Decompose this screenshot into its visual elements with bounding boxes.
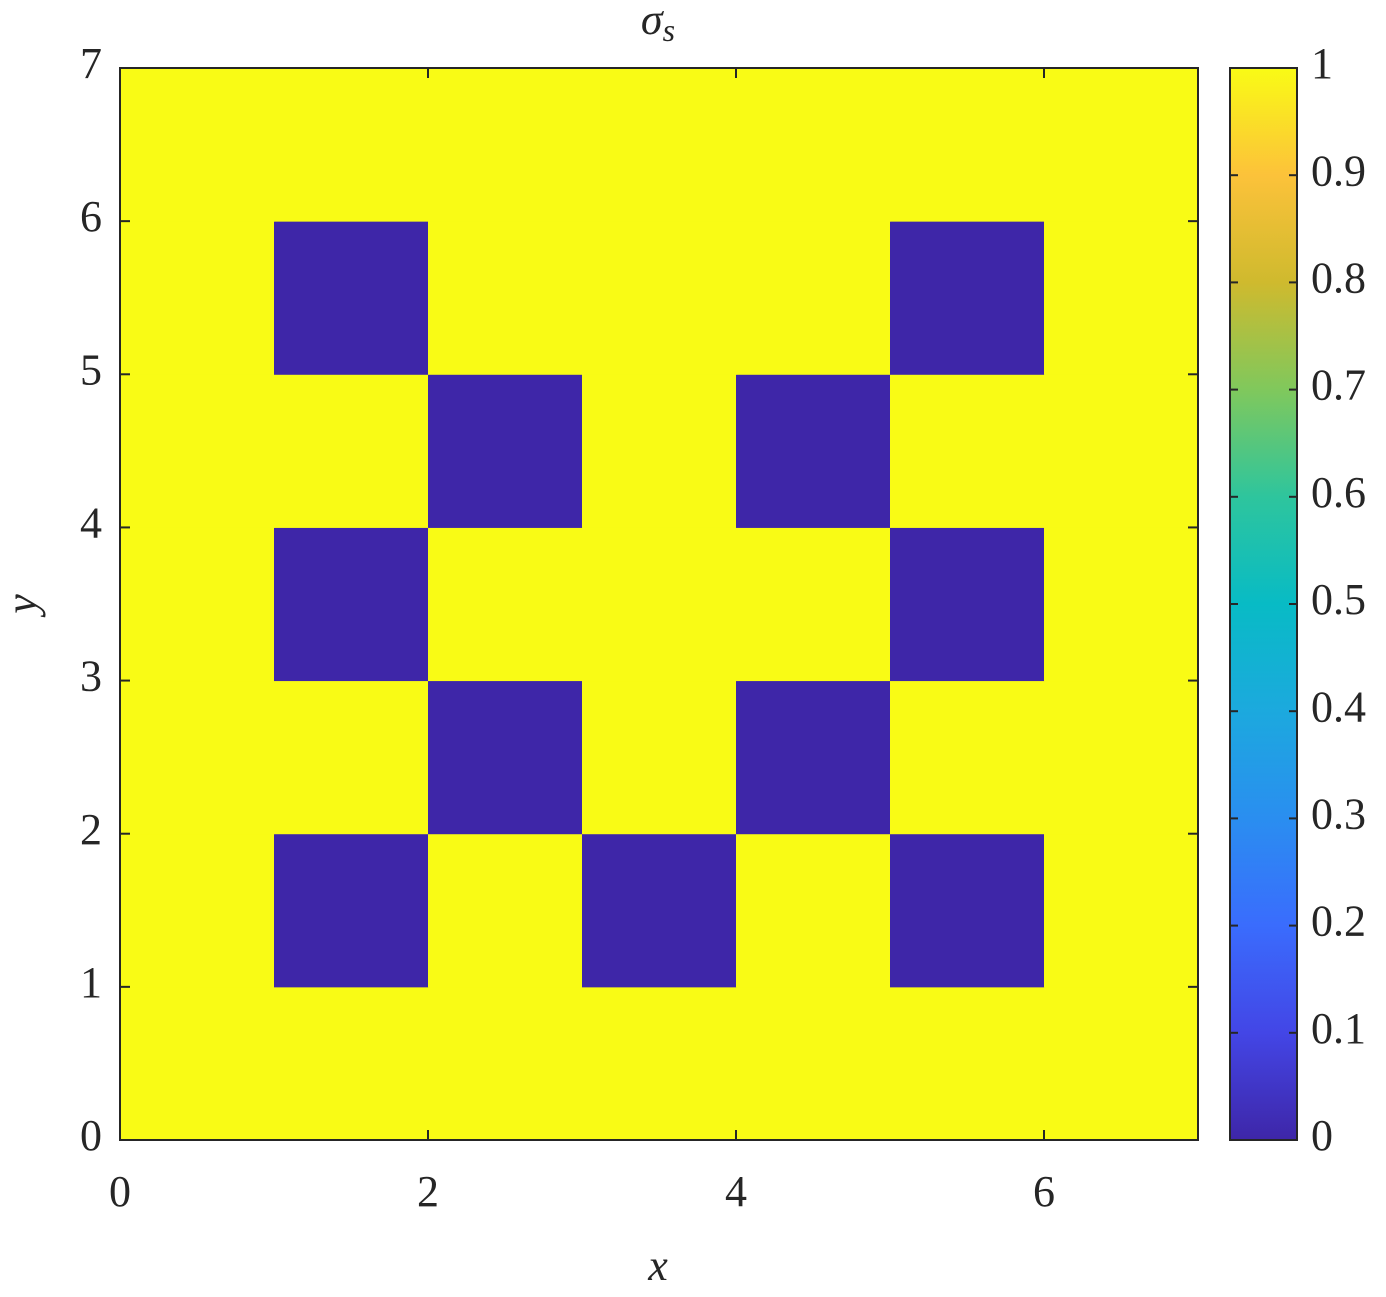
heatmap-cell <box>428 986 583 1141</box>
x-tick-label: 2 <box>417 1167 439 1216</box>
heatmap-cell <box>890 680 1045 835</box>
heatmap-cell <box>736 986 891 1141</box>
colorbar-tick-label: 0.7 <box>1311 361 1366 410</box>
plot-frame <box>119 67 1199 1141</box>
heatmap-cell <box>736 527 891 682</box>
title-symbol: σ <box>641 0 665 44</box>
heatmap-cell <box>274 986 429 1141</box>
heatmap-cell <box>890 68 1045 222</box>
heatmap-cell <box>120 68 275 222</box>
heatmap-cell <box>120 680 275 835</box>
heatmap-cell <box>274 527 429 682</box>
y-axis-label: y <box>0 594 46 618</box>
heatmap-cell <box>120 221 275 375</box>
heatmap-cell <box>736 680 891 835</box>
heatmap-cell <box>1044 527 1199 682</box>
colorbar-tick-label: 0.4 <box>1311 682 1366 731</box>
heatmap-cell <box>736 833 891 988</box>
chart-title: σs <box>641 0 675 48</box>
title-subscript: s <box>663 12 675 48</box>
heatmap-cell <box>890 986 1045 1141</box>
heatmap-cell <box>274 221 429 375</box>
heatmap-cell <box>582 527 737 682</box>
heatmap-cell <box>428 680 583 835</box>
heatmap-cell <box>1044 221 1199 375</box>
heatmap-cell <box>120 374 275 528</box>
colorbar-tick-label: 1 <box>1311 39 1333 88</box>
heatmap-cell <box>1044 68 1199 222</box>
colorbar-tick-label: 0.5 <box>1311 575 1366 624</box>
x-axis-label: x <box>647 1241 668 1290</box>
heatmap-cell <box>736 221 891 375</box>
heatmap-cell <box>428 221 583 375</box>
heatmap-cell <box>274 680 429 835</box>
colorbar-tick-label: 0 <box>1311 1111 1333 1160</box>
heatmap-cell <box>120 986 275 1141</box>
colorbar-tick-label: 0.8 <box>1311 253 1366 302</box>
heatmap-cell <box>582 680 737 835</box>
heatmap-cell <box>890 527 1045 682</box>
heatmap-cell <box>582 68 737 222</box>
y-tick-label: 7 <box>80 39 102 88</box>
y-tick-label: 0 <box>80 1111 102 1160</box>
heatmap-cell <box>120 527 275 682</box>
heatmap-cell <box>1044 986 1199 1141</box>
heatmap-cell <box>582 221 737 375</box>
heatmap-cell <box>274 68 429 222</box>
heatmap-cell <box>1044 833 1199 988</box>
y-tick-label: 2 <box>80 805 102 854</box>
heatmap-cell <box>890 833 1045 988</box>
x-tick-label: 0 <box>109 1167 131 1216</box>
heatmap-cell <box>736 374 891 528</box>
heatmap-cell <box>890 374 1045 528</box>
heatmap-cell <box>274 833 429 988</box>
heatmap-cell <box>582 374 737 528</box>
colorbar-tick-label: 0.2 <box>1311 897 1366 946</box>
heatmap-cell <box>1044 374 1199 528</box>
heatmap-cell <box>428 833 583 988</box>
y-tick-label: 4 <box>80 499 102 548</box>
y-tick-label: 1 <box>80 958 102 1007</box>
y-tick-label: 5 <box>80 345 102 394</box>
colorbar-tick-label: 0.3 <box>1311 789 1366 838</box>
heatmap-cell <box>736 68 891 222</box>
heatmap-cell <box>274 374 429 528</box>
colorbar <box>1229 67 1298 1141</box>
heatmap-cell <box>1044 680 1199 835</box>
x-tick-label: 6 <box>1033 1167 1055 1216</box>
colorbar-tick-label: 0.1 <box>1311 1004 1366 1053</box>
heatmap-cell <box>428 68 583 222</box>
colorbar-tick-label: 0.9 <box>1311 146 1366 195</box>
y-tick-label: 3 <box>80 652 102 701</box>
x-tick-label: 4 <box>725 1167 747 1216</box>
heatmap-cell <box>428 527 583 682</box>
heatmap-cell <box>582 833 737 988</box>
heatmap-cell <box>582 986 737 1141</box>
heatmap-cell <box>890 221 1045 375</box>
y-tick-label: 6 <box>80 192 102 241</box>
heatmap-cell <box>120 833 275 988</box>
heatmap-cell <box>428 374 583 528</box>
colorbar-tick-label: 0.6 <box>1311 468 1366 517</box>
